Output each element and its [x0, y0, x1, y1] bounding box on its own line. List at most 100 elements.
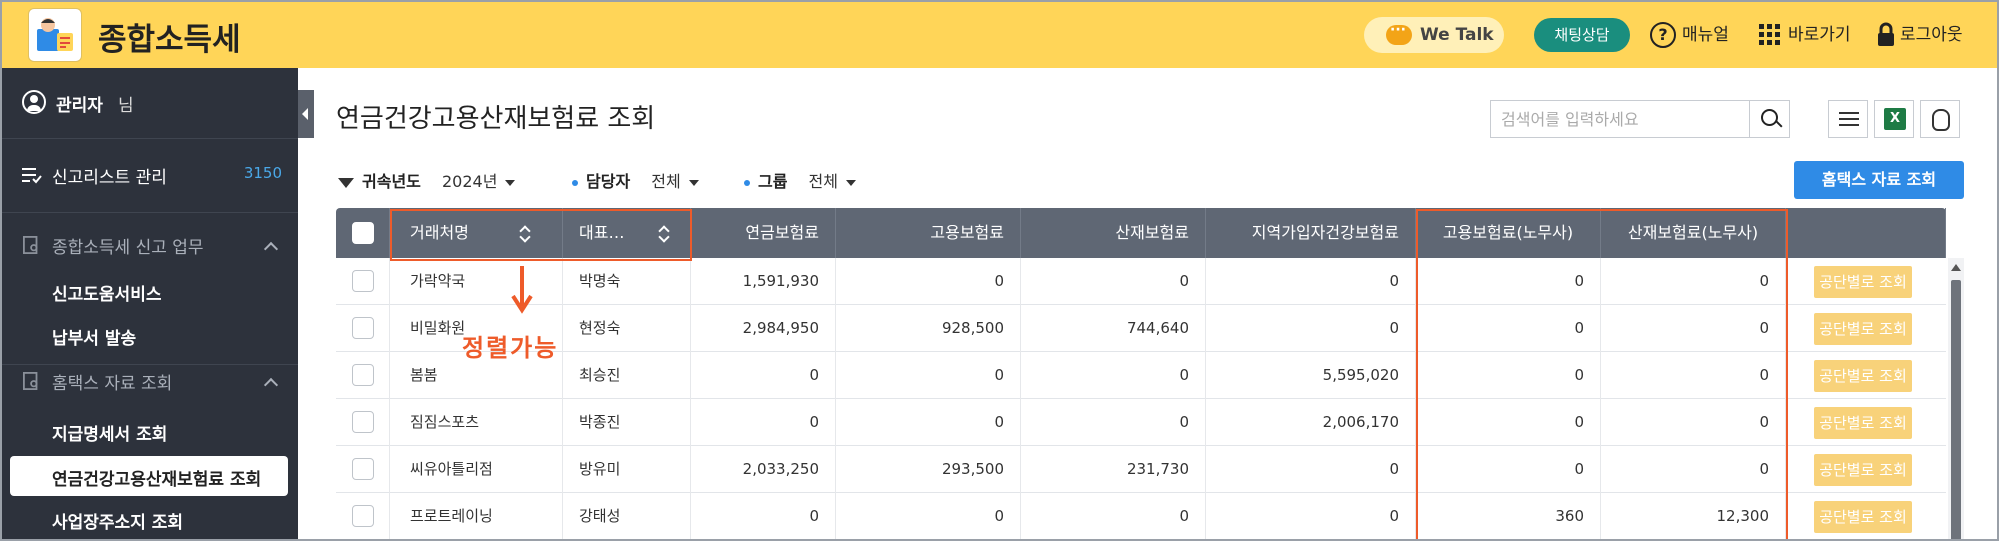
excel-icon: X: [1884, 108, 1906, 130]
sidebar-group-income-tax[interactable]: 종합소득세 신고 업무: [22, 232, 282, 258]
sidebar-collapse-handle[interactable]: [298, 90, 314, 138]
sidebar-item-label: 연금건강고용산재보험료 조회: [52, 470, 262, 490]
sidebar-group-label: 종합소득세 신고 업무: [52, 238, 204, 258]
row-checkbox[interactable]: [352, 270, 374, 292]
cell-client-name: 짐짐스포츠: [390, 399, 563, 446]
table-row[interactable]: 씨유아틀리점 방유미 2,033,250 293,500 231,730 0 0 0 공단별로 …: [336, 446, 1946, 493]
cell-pension: 1,591,930: [691, 258, 836, 305]
user-icon: [22, 90, 46, 114]
table-row[interactable]: 가락약국 박명숙 1,591,930 0 0 0 0 0 공단별로 조회: [336, 258, 1946, 305]
cell-accident: 0: [1021, 258, 1206, 305]
cell-employment: 928,500: [836, 305, 1021, 352]
sidebar-item-payment-statement[interactable]: 지급명세서 조회: [52, 425, 168, 445]
query-by-agency-button[interactable]: 공단별로 조회: [1814, 454, 1912, 486]
table-header: 거래처명 대표… 연금보험료 고용보험료 산재보험료 지역가입자건강보험료 고용…: [336, 208, 1946, 258]
filter-group-key: 그룹: [758, 172, 788, 191]
cell-client-name: 가락약국: [390, 258, 563, 305]
row-checkbox[interactable]: [352, 458, 374, 480]
cell-accident-labor: 0: [1601, 305, 1786, 352]
cell-checkbox: [336, 352, 390, 399]
cell-employment-labor: 0: [1416, 258, 1601, 305]
row-checkbox[interactable]: [352, 505, 374, 527]
cell-accident: 0: [1021, 399, 1206, 446]
list-view-button[interactable]: [1828, 100, 1868, 138]
scroll-up-icon[interactable]: [1951, 264, 1961, 271]
caret-down-icon: [505, 179, 516, 186]
cell-accident-labor: 0: [1601, 446, 1786, 493]
cell-representative: 현정숙: [563, 305, 691, 352]
sidebar-item-payment-slip[interactable]: 납부서 발송: [52, 329, 137, 349]
filter-year[interactable]: 귀속년도 2024년: [338, 168, 516, 196]
app-logo[interactable]: [28, 8, 82, 62]
filter-icon: [338, 177, 354, 188]
header-label: 대표…: [579, 223, 625, 242]
sidebar-item-business-address[interactable]: 사업장주소지 조회: [52, 513, 184, 533]
row-checkbox[interactable]: [352, 317, 374, 339]
excel-download-button[interactable]: X: [1874, 100, 1914, 138]
cell-client-name: 봄봄: [390, 352, 563, 399]
header-action-cell: [1786, 208, 1946, 258]
search-icon[interactable]: [1749, 101, 1789, 137]
top-header: 종합소득세 We Talk 채팅상담 ? 매뉴얼 바로가기 로그아웃: [2, 2, 1997, 68]
query-by-agency-button[interactable]: 공단별로 조회: [1814, 313, 1912, 345]
report-list-count: 3150: [243, 164, 282, 182]
cell-checkbox: [336, 399, 390, 446]
sidebar-item-insurance-active[interactable]: 연금건강고용산재보험료 조회: [10, 456, 288, 496]
cell-client-name: 프로트레이닝: [390, 493, 563, 539]
cell-accident: 231,730: [1021, 446, 1206, 493]
chat-consult-button[interactable]: 채팅상담: [1534, 18, 1630, 52]
header-client-name[interactable]: 거래처명: [390, 208, 563, 258]
sidebar-group-hometax[interactable]: 홈택스 자료 조회: [22, 368, 282, 394]
header-employment: 고용보험료: [836, 208, 1021, 258]
document-search-icon: [23, 372, 38, 390]
cell-employment: 293,500: [836, 446, 1021, 493]
cell-pension: 0: [691, 493, 836, 539]
table-row[interactable]: 봄봄 최승진 0 0 0 5,595,020 0 0 공단별로 조회: [336, 352, 1946, 399]
search-input[interactable]: [1491, 101, 1747, 137]
cell-accident-labor: 0: [1601, 399, 1786, 446]
chat-bubble-icon: [1386, 22, 1412, 45]
select-all-checkbox[interactable]: [352, 222, 374, 244]
filter-group[interactable]: 그룹 전체: [744, 168, 856, 196]
search-box: [1490, 100, 1790, 138]
cell-employment-labor: 0: [1416, 446, 1601, 493]
query-by-agency-button[interactable]: 공단별로 조회: [1814, 360, 1912, 392]
money-bag-button[interactable]: [1920, 100, 1960, 138]
shortcut-link[interactable]: 바로가기: [1758, 22, 1868, 48]
query-by-agency-button[interactable]: 공단별로 조회: [1814, 266, 1912, 298]
sidebar-item-filing-help[interactable]: 신고도움서비스: [52, 285, 162, 305]
cell-client-name: 비밀화원: [390, 305, 563, 352]
header-regional-health: 지역가입자건강보험료: [1206, 208, 1416, 258]
cell-accident-labor: 0: [1601, 258, 1786, 305]
cell-client-name: 씨유아틀리점: [390, 446, 563, 493]
sidebar-item-report-list[interactable]: 신고리스트 관리: [22, 162, 282, 188]
manual-label: 매뉴얼: [1682, 25, 1729, 45]
filter-year-value: 2024년: [441, 172, 498, 191]
header-accident: 산재보험료: [1021, 208, 1206, 258]
scroll-thumb[interactable]: [1951, 280, 1961, 539]
cell-regional-health: 0: [1206, 446, 1416, 493]
header-label: 거래처명: [410, 223, 469, 242]
logout-link[interactable]: 로그아웃: [1876, 22, 1986, 48]
sidebar-divider: [2, 212, 298, 213]
sidebar-item-label: 신고리스트 관리: [52, 168, 167, 188]
table-row[interactable]: 프로트레이닝 강태성 0 0 0 0 360 12,300 공단별로 조회: [336, 493, 1946, 539]
cell-employment-labor: 360: [1416, 493, 1601, 539]
row-checkbox[interactable]: [352, 364, 374, 386]
manual-link[interactable]: ? 매뉴얼: [1650, 22, 1750, 48]
wetalk-button[interactable]: We Talk: [1364, 17, 1504, 53]
table-row[interactable]: 비밀화원 현정숙 2,984,950 928,500 744,640 0 0 0 공단별로 조회: [336, 305, 1946, 352]
annotation-labor-columns: [1416, 209, 1788, 539]
main-content: 연금건강고용산재보험료 조회 X 귀속년도 2024년 담당자 전체 그룹: [314, 68, 1997, 539]
shortcut-label: 바로가기: [1788, 25, 1851, 45]
filter-manager[interactable]: 담당자 전체: [572, 168, 699, 196]
hometax-query-button[interactable]: 홈택스 자료 조회: [1794, 161, 1964, 199]
query-by-agency-button[interactable]: 공단별로 조회: [1814, 501, 1912, 533]
cell-pension: 0: [691, 399, 836, 446]
vertical-scrollbar[interactable]: [1948, 258, 1964, 539]
row-checkbox[interactable]: [352, 411, 374, 433]
table-row[interactable]: 짐짐스포츠 박종진 0 0 0 2,006,170 0 0 공단별로 조회: [336, 399, 1946, 446]
query-by-agency-button[interactable]: 공단별로 조회: [1814, 407, 1912, 439]
sidebar-group-label: 홈택스 자료 조회: [52, 374, 173, 394]
cell-accident: 0: [1021, 352, 1206, 399]
